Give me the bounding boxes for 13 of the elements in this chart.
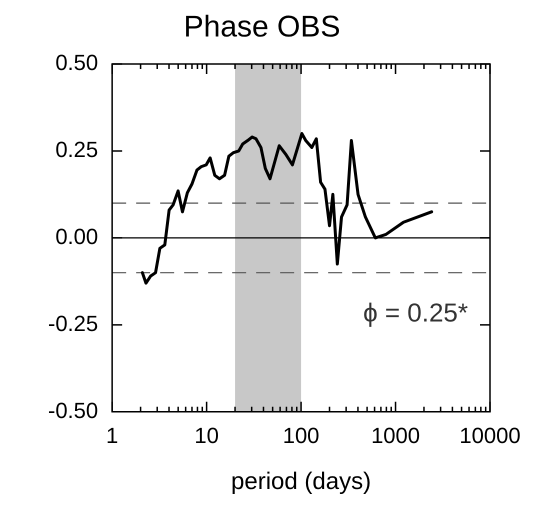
y-tick-label: 0.50 [55,50,98,76]
annotation: ϕ = 0.25* [363,298,468,328]
y-tick-label: -0.25 [48,310,98,336]
y-tick-label: 0.00 [55,224,98,249]
chart-title: Phase OBS [184,10,340,44]
x-axis-title: period (days) [231,468,372,496]
y-tick-label: 0.25 [55,137,98,162]
y-tick-label: -0.50 [48,398,98,423]
x-tick-label: 1000 [371,423,420,448]
x-tick-label: 1 [106,423,118,448]
x-tick-label: 100 [282,423,320,448]
x-tick-label: 10 [194,423,219,448]
x-tick-label: 10000 [459,423,521,448]
